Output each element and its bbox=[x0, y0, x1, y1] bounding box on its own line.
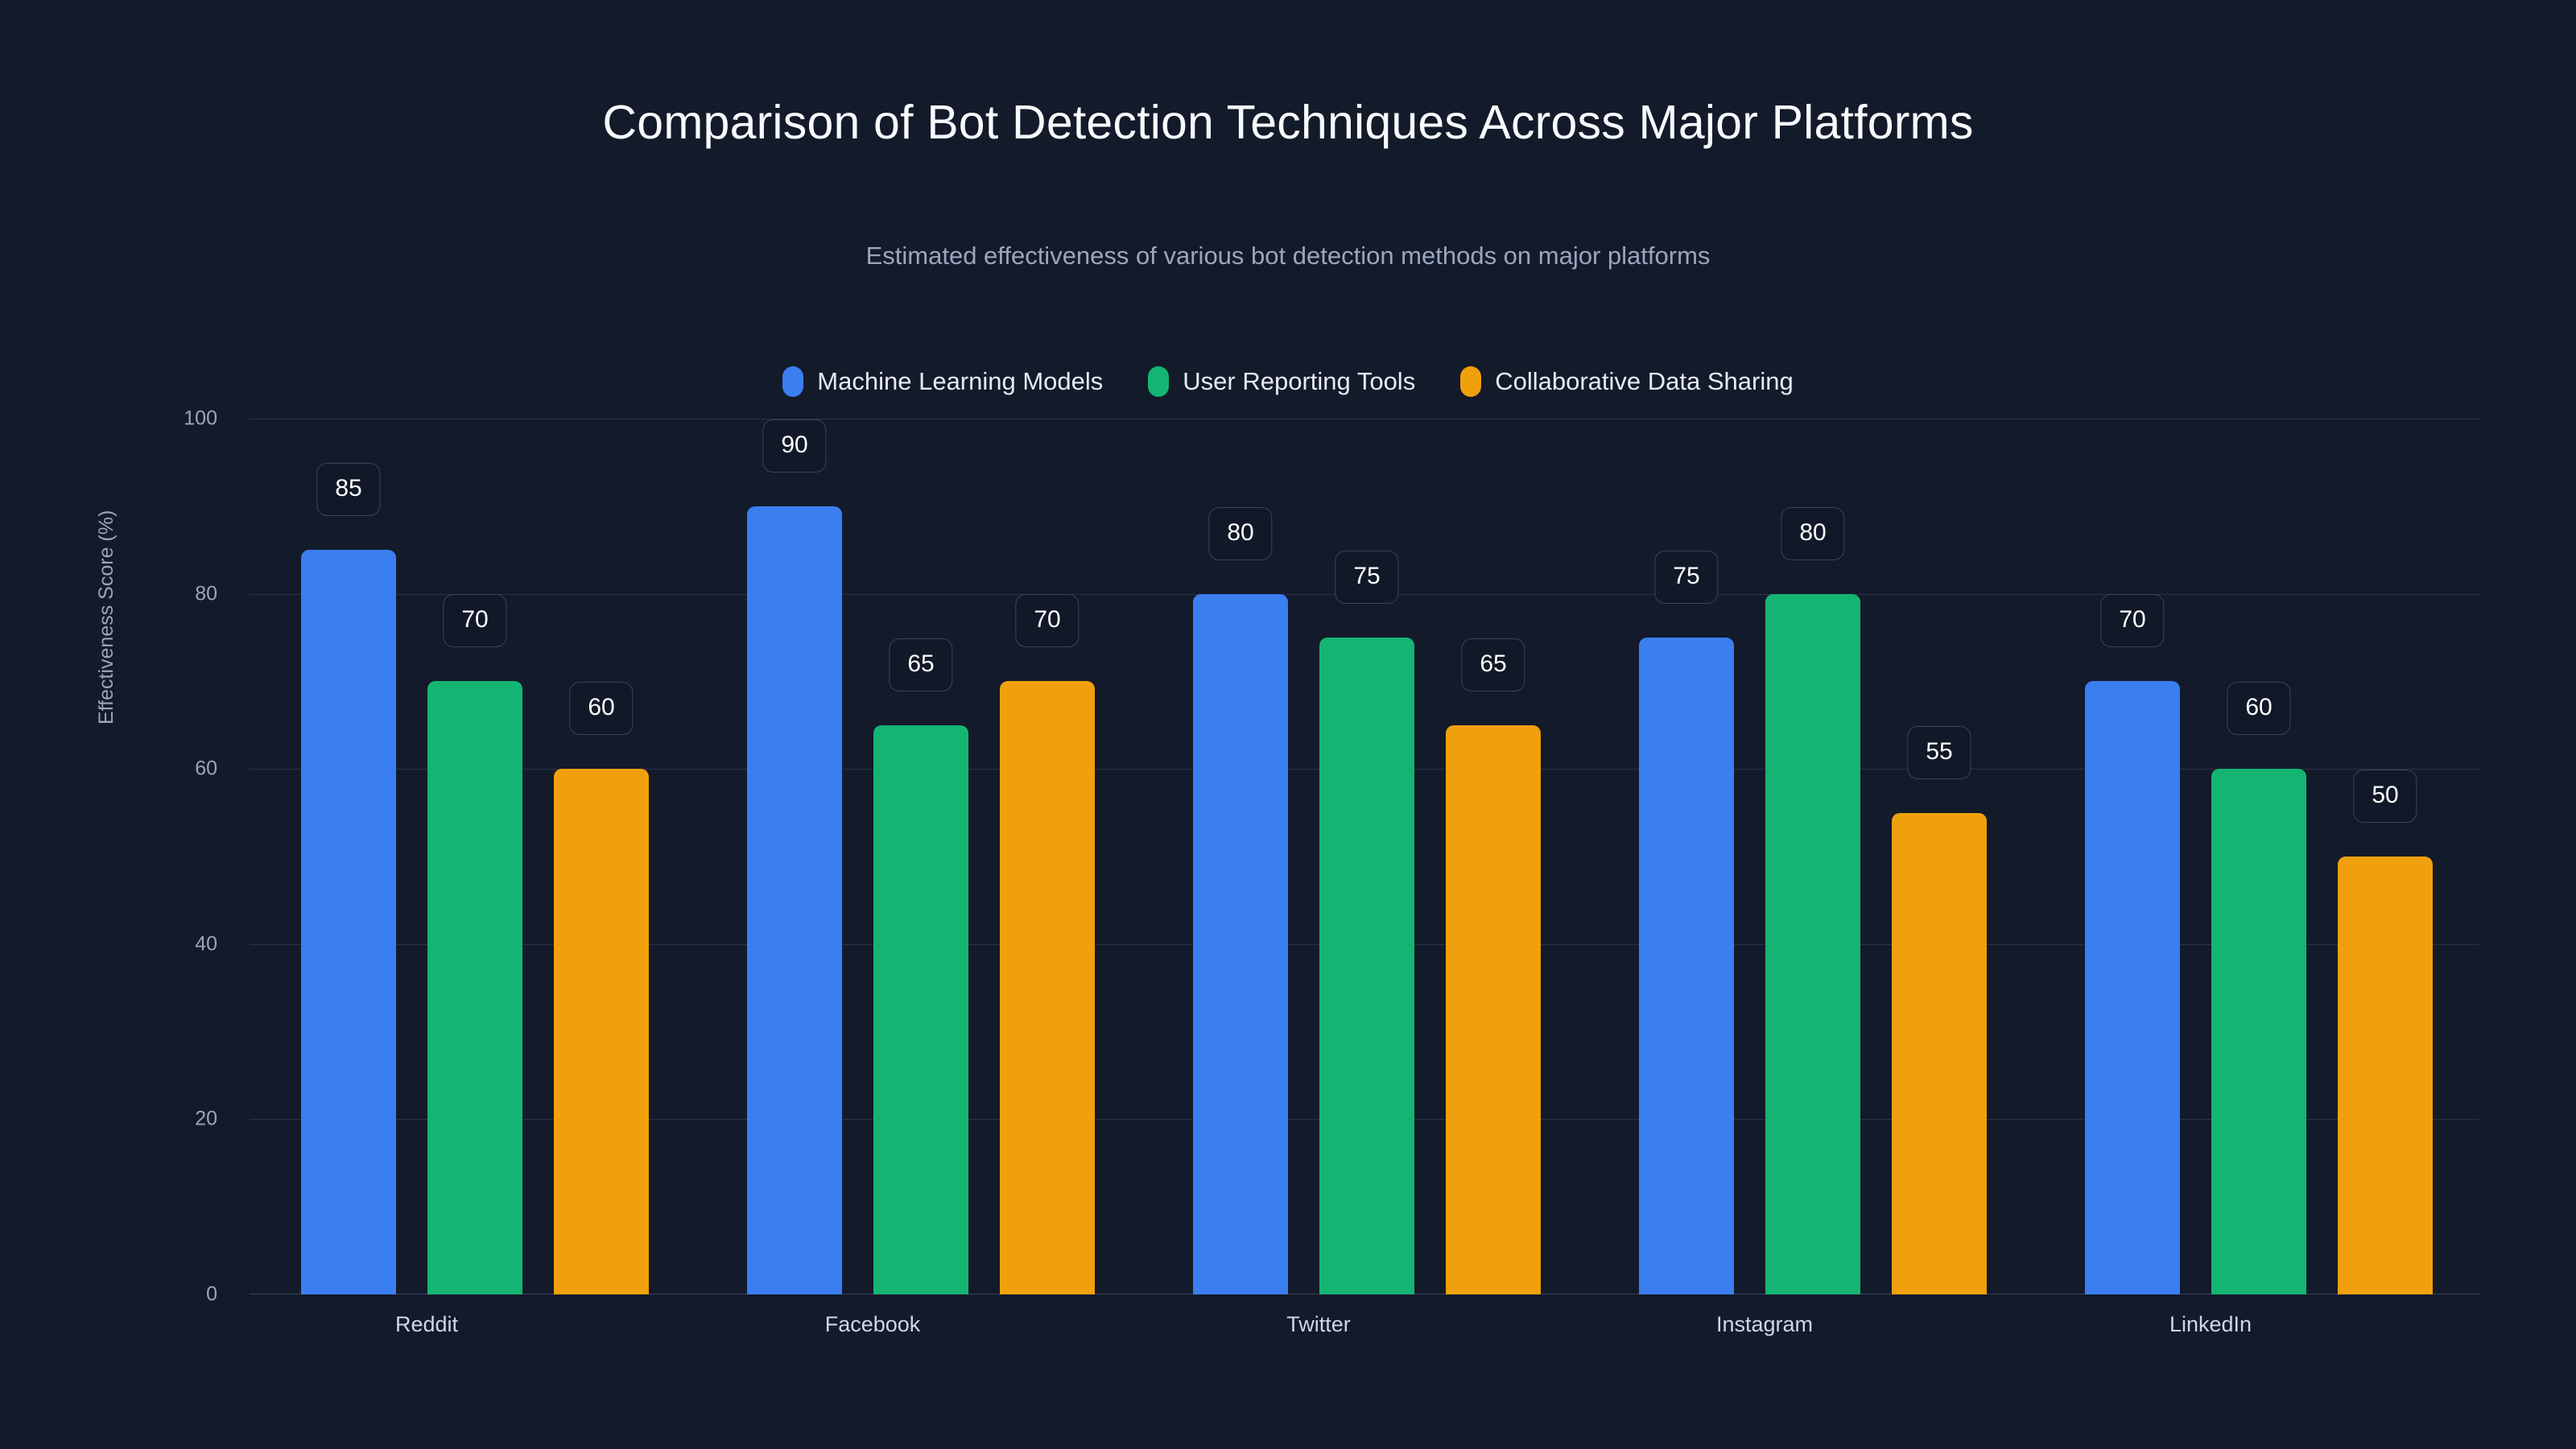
page-title: Comparison of Bot Detection Techniques A… bbox=[602, 96, 1974, 149]
legend-item-label: User Reporting Tools bbox=[1183, 367, 1416, 395]
bar-value-label: 75 bbox=[1335, 551, 1399, 604]
plot-area bbox=[250, 419, 2479, 1294]
bar[interactable] bbox=[427, 681, 522, 1294]
legend-swatch-icon bbox=[1460, 366, 1482, 397]
bar[interactable] bbox=[1446, 724, 1541, 1294]
bar[interactable] bbox=[1892, 812, 1987, 1294]
legend-item-label: Collaborative Data Sharing bbox=[1495, 367, 1794, 395]
bar[interactable] bbox=[1765, 593, 1860, 1294]
bar[interactable] bbox=[1639, 638, 1734, 1294]
bar-value-label: 60 bbox=[569, 682, 634, 736]
bar-value-label: 65 bbox=[1461, 638, 1525, 691]
y-axis-tick-label: 20 bbox=[195, 1107, 217, 1130]
legend-item[interactable]: User Reporting Tools bbox=[1148, 366, 1415, 397]
x-axis-category-label: Twitter bbox=[1286, 1312, 1351, 1336]
legend-item-label: Machine Learning Models bbox=[817, 367, 1104, 395]
bar[interactable] bbox=[2085, 681, 2180, 1294]
bar-value-label: 80 bbox=[1208, 506, 1273, 560]
y-axis-tick-label: 100 bbox=[184, 407, 217, 430]
y-axis-tick-label: 80 bbox=[195, 582, 217, 605]
bar-value-label: 55 bbox=[1907, 725, 1971, 779]
bar-value-label: 70 bbox=[443, 594, 507, 648]
legend-item[interactable]: Machine Learning Models bbox=[782, 366, 1103, 397]
y-axis-label: Effectiveness Score (%) bbox=[95, 510, 118, 724]
x-axis-category-label: Reddit bbox=[394, 1312, 459, 1336]
legend-swatch-icon bbox=[1148, 366, 1170, 397]
bar[interactable] bbox=[2338, 857, 2433, 1294]
bar-value-label: 65 bbox=[889, 638, 953, 691]
bar[interactable] bbox=[554, 769, 649, 1294]
bar-value-label: 60 bbox=[2227, 682, 2291, 736]
bar[interactable] bbox=[873, 724, 968, 1294]
y-axis-tick-label: 0 bbox=[206, 1282, 217, 1306]
legend-swatch-icon bbox=[782, 366, 804, 397]
bar[interactable] bbox=[1000, 681, 1095, 1294]
legend-item[interactable]: Collaborative Data Sharing bbox=[1460, 366, 1794, 397]
bar-value-label: 90 bbox=[762, 419, 827, 473]
bar-value-label: 85 bbox=[316, 463, 381, 517]
bar-value-label: 75 bbox=[1654, 551, 1719, 604]
bar[interactable] bbox=[1319, 638, 1414, 1294]
bar[interactable] bbox=[747, 506, 842, 1294]
y-axis-tick-label: 60 bbox=[195, 757, 217, 780]
bar[interactable] bbox=[2211, 769, 2306, 1294]
chart-subtitle: Estimated effectiveness of various bot d… bbox=[865, 242, 1711, 270]
x-axis-category-label: Facebook bbox=[824, 1312, 921, 1336]
y-axis-tick-label: 40 bbox=[195, 932, 217, 956]
chart-legend: Machine Learning Models User Reporting To… bbox=[0, 366, 2576, 397]
bar-value-label: 70 bbox=[1015, 594, 1080, 648]
x-axis-category-label: Instagram bbox=[1715, 1312, 1814, 1336]
x-axis-category-label: LinkedIn bbox=[2169, 1312, 2252, 1336]
bar-value-label: 70 bbox=[2100, 594, 2165, 648]
bar[interactable] bbox=[1193, 593, 1288, 1294]
bar-value-label: 50 bbox=[2353, 770, 2417, 823]
bar[interactable] bbox=[301, 550, 396, 1294]
bar-value-label: 80 bbox=[1781, 506, 1845, 560]
